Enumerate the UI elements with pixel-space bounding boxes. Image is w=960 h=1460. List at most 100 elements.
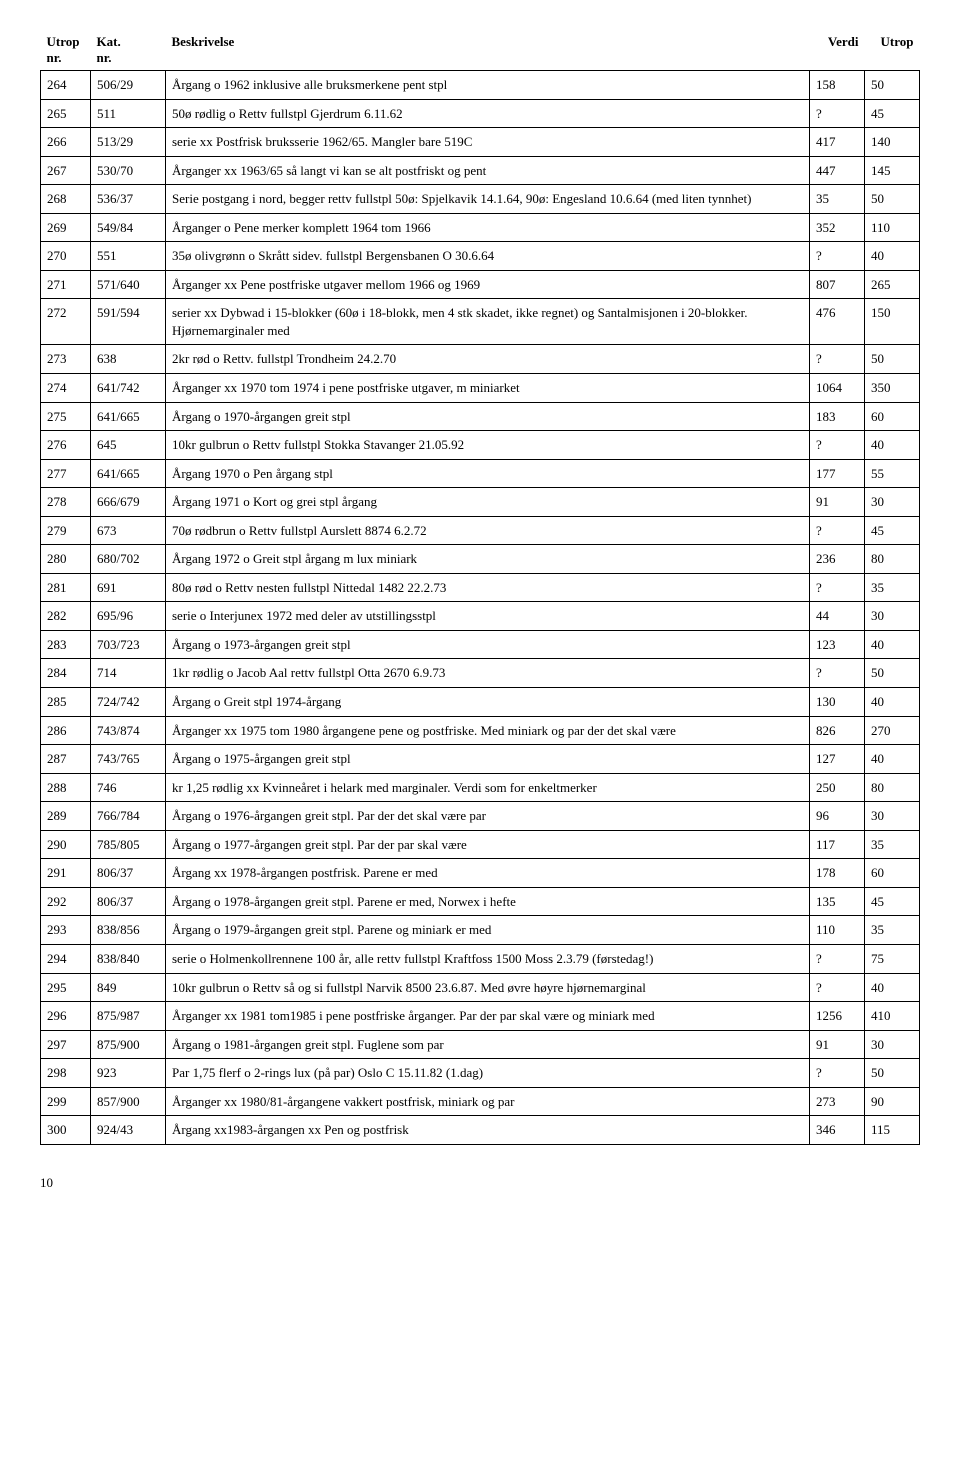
cell-kat-nr: 806/37: [91, 887, 166, 916]
cell-utrop-nr: 278: [41, 488, 91, 517]
cell-beskrivelse: Årgang 1971 o Kort og grei stpl årgang: [166, 488, 810, 517]
cell-verdi: 346: [810, 1116, 865, 1145]
cell-utrop: 50: [865, 659, 920, 688]
cell-kat-nr: 680/702: [91, 545, 166, 574]
cell-beskrivelse: Årgang o 1978-årgangen greit stpl. Paren…: [166, 887, 810, 916]
cell-verdi: 447: [810, 156, 865, 185]
cell-utrop-nr: 298: [41, 1059, 91, 1088]
cell-utrop-nr: 293: [41, 916, 91, 945]
cell-beskrivelse: Årganger xx Pene postfriske utgaver mell…: [166, 270, 810, 299]
header-verdi: Verdi: [810, 30, 865, 71]
cell-utrop: 35: [865, 573, 920, 602]
table-row: 277641/665Årgang 1970 o Pen årgang stpl1…: [41, 459, 920, 488]
cell-beskrivelse: 35ø olivgrønn o Skrått sidev. fullstpl B…: [166, 242, 810, 271]
cell-kat-nr: 743/874: [91, 716, 166, 745]
cell-utrop-nr: 299: [41, 1087, 91, 1116]
cell-utrop-nr: 283: [41, 630, 91, 659]
cell-beskrivelse: serier xx Dybwad i 15-blokker (60ø i 18-…: [166, 299, 810, 345]
cell-utrop: 40: [865, 688, 920, 717]
table-row: 290785/805Årgang o 1977-årgangen greit s…: [41, 830, 920, 859]
table-row: 26551150ø rødlig o Rettv fullstpl Gjerdr…: [41, 99, 920, 128]
cell-kat-nr: 724/742: [91, 688, 166, 717]
cell-utrop-nr: 294: [41, 944, 91, 973]
cell-utrop: 410: [865, 1002, 920, 1031]
table-row: 275641/665Årgang o 1970-årgangen greit s…: [41, 402, 920, 431]
cell-verdi: ?: [810, 242, 865, 271]
cell-verdi: ?: [810, 944, 865, 973]
cell-utrop: 90: [865, 1087, 920, 1116]
table-row: 283703/723Årgang o 1973-årgangen greit s…: [41, 630, 920, 659]
table-row: 2847141kr rødlig o Jacob Aal rettv fulls…: [41, 659, 920, 688]
cell-kat-nr: 641/665: [91, 402, 166, 431]
cell-utrop: 145: [865, 156, 920, 185]
table-row: 287743/765Årgang o 1975-årgangen greit s…: [41, 745, 920, 774]
cell-utrop-nr: 291: [41, 859, 91, 888]
cell-utrop-nr: 290: [41, 830, 91, 859]
table-row: 27664510kr gulbrun o Rettv fullstpl Stok…: [41, 431, 920, 460]
cell-beskrivelse: Årgang o 1975-årgangen greit stpl: [166, 745, 810, 774]
table-row: 300924/43Årgang xx1983-årgangen xx Pen o…: [41, 1116, 920, 1145]
cell-utrop: 55: [865, 459, 920, 488]
cell-utrop-nr: 300: [41, 1116, 91, 1145]
cell-utrop-nr: 267: [41, 156, 91, 185]
cell-kat-nr: 875/900: [91, 1030, 166, 1059]
cell-verdi: 352: [810, 213, 865, 242]
cell-verdi: ?: [810, 573, 865, 602]
cell-kat-nr: 743/765: [91, 745, 166, 774]
cell-kat-nr: 638: [91, 345, 166, 374]
cell-utrop-nr: 272: [41, 299, 91, 345]
auction-table: Utrop nr. Kat. nr. Beskrivelse Verdi Utr…: [40, 30, 920, 1145]
cell-verdi: ?: [810, 345, 865, 374]
cell-utrop: 80: [865, 773, 920, 802]
table-row: 293838/856Årgang o 1979-årgangen greit s…: [41, 916, 920, 945]
cell-utrop: 270: [865, 716, 920, 745]
table-row: 266513/29serie xx Postfrisk bruksserie 1…: [41, 128, 920, 157]
cell-utrop-nr: 289: [41, 802, 91, 831]
table-row: 27055135ø olivgrønn o Skrått sidev. full…: [41, 242, 920, 271]
header-utrop: Utrop: [865, 30, 920, 71]
cell-beskrivelse: Årgang o 1979-årgangen greit stpl. Paren…: [166, 916, 810, 945]
cell-utrop: 50: [865, 71, 920, 100]
table-row: 289766/784Årgang o 1976-årgangen greit s…: [41, 802, 920, 831]
cell-verdi: 476: [810, 299, 865, 345]
cell-utrop-nr: 282: [41, 602, 91, 631]
cell-kat-nr: 536/37: [91, 185, 166, 214]
table-row: 268536/37Serie postgang i nord, begger r…: [41, 185, 920, 214]
cell-verdi: 183: [810, 402, 865, 431]
cell-beskrivelse: Årganger xx 1975 tom 1980 årgangene pene…: [166, 716, 810, 745]
cell-utrop: 150: [865, 299, 920, 345]
cell-utrop-nr: 264: [41, 71, 91, 100]
cell-beskrivelse: Årgang o Greit stpl 1974-årgang: [166, 688, 810, 717]
cell-verdi: 91: [810, 1030, 865, 1059]
cell-beskrivelse: 10kr gulbrun o Rettv så og si fullstpl N…: [166, 973, 810, 1002]
cell-utrop-nr: 284: [41, 659, 91, 688]
cell-beskrivelse: Årgang o 1981-årgangen greit stpl. Fugle…: [166, 1030, 810, 1059]
table-row: 294838/840serie o Holmenkollrennene 100 …: [41, 944, 920, 973]
cell-utrop-nr: 273: [41, 345, 91, 374]
cell-utrop: 60: [865, 402, 920, 431]
cell-verdi: 417: [810, 128, 865, 157]
cell-kat-nr: 513/29: [91, 128, 166, 157]
cell-utrop-nr: 271: [41, 270, 91, 299]
cell-kat-nr: 666/679: [91, 488, 166, 517]
header-kat-nr: Kat. nr.: [91, 30, 166, 71]
cell-beskrivelse: Årgang 1972 o Greit stpl årgang m lux mi…: [166, 545, 810, 574]
cell-kat-nr: 924/43: [91, 1116, 166, 1145]
cell-utrop-nr: 276: [41, 431, 91, 460]
cell-utrop-nr: 285: [41, 688, 91, 717]
cell-verdi: 236: [810, 545, 865, 574]
cell-utrop-nr: 296: [41, 1002, 91, 1031]
cell-utrop: 45: [865, 99, 920, 128]
cell-utrop: 60: [865, 859, 920, 888]
cell-utrop-nr: 288: [41, 773, 91, 802]
cell-utrop-nr: 286: [41, 716, 91, 745]
cell-beskrivelse: Årganger o Pene merker komplett 1964 tom…: [166, 213, 810, 242]
table-row: 2736382kr rød o Rettv. fullstpl Trondhei…: [41, 345, 920, 374]
cell-beskrivelse: 10kr gulbrun o Rettv fullstpl Stokka Sta…: [166, 431, 810, 460]
cell-kat-nr: 857/900: [91, 1087, 166, 1116]
cell-utrop: 75: [865, 944, 920, 973]
cell-beskrivelse: serie o Interjunex 1972 med deler av uts…: [166, 602, 810, 631]
cell-beskrivelse: Årgang o 1970-årgangen greit stpl: [166, 402, 810, 431]
cell-kat-nr: 641/742: [91, 374, 166, 403]
cell-utrop: 350: [865, 374, 920, 403]
